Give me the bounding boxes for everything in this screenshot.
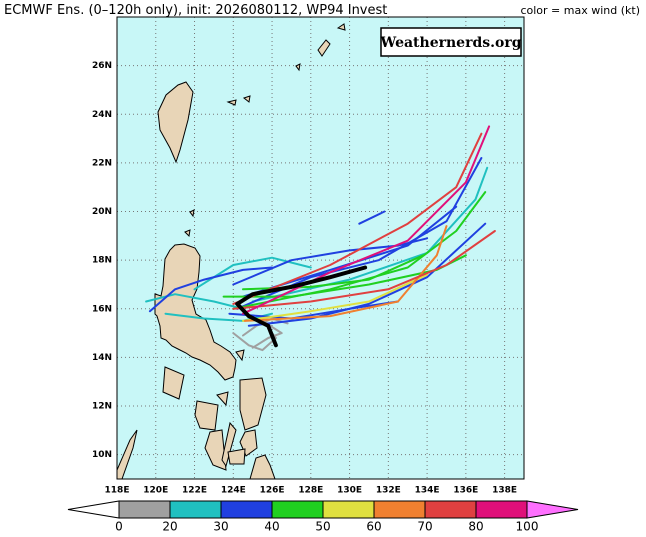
ensemble-track bbox=[164, 312, 273, 322]
catanduanes bbox=[235, 349, 245, 362]
colorbar-label: 60 bbox=[366, 520, 381, 534]
ensemble-track bbox=[148, 266, 273, 313]
colorbar-bin bbox=[373, 500, 426, 519]
ensemble-track bbox=[251, 319, 283, 349]
babuyan bbox=[184, 229, 191, 238]
ryukyu-1 bbox=[226, 99, 237, 106]
panay bbox=[194, 400, 219, 431]
negros bbox=[204, 429, 227, 471]
batanes bbox=[189, 209, 195, 218]
y-tick-label: 24N bbox=[92, 110, 112, 120]
colorbar-label: 50 bbox=[315, 520, 330, 534]
colorbar-label: 0 bbox=[115, 520, 123, 534]
ensemble-track bbox=[228, 300, 399, 320]
ensemble-track bbox=[247, 222, 487, 327]
masbate bbox=[216, 391, 229, 407]
colorbar-label: 80 bbox=[468, 520, 483, 534]
colorbar-bin bbox=[220, 500, 273, 519]
y-tick-label: 20N bbox=[92, 207, 112, 217]
ensemble-track bbox=[243, 225, 448, 322]
bohol bbox=[227, 448, 246, 465]
ryukyu-3 bbox=[295, 63, 301, 72]
luzon bbox=[154, 243, 237, 381]
amami bbox=[336, 23, 346, 31]
colorbar-bin bbox=[424, 500, 477, 519]
land bbox=[117, 23, 346, 479]
x-tick-label: 132E bbox=[376, 486, 401, 496]
watermark: Weathernerds.org bbox=[380, 35, 522, 51]
watermark-box bbox=[380, 27, 522, 57]
colorbar-bin bbox=[169, 500, 222, 519]
y-tick-label: 18N bbox=[92, 256, 112, 266]
ensemble-track bbox=[145, 293, 244, 310]
colorbar-bin bbox=[271, 500, 324, 519]
y-tick-label: 16N bbox=[92, 304, 112, 314]
y-tick-label: 12N bbox=[92, 402, 112, 412]
colorbar-over bbox=[526, 500, 579, 519]
tracks bbox=[145, 125, 496, 352]
y-tick-label: 10N bbox=[92, 450, 112, 460]
ensemble-track bbox=[232, 237, 429, 286]
y-tick-label: 26N bbox=[92, 61, 112, 71]
y-tick-label: 14N bbox=[92, 353, 112, 363]
palawan bbox=[117, 429, 138, 479]
colorbar-label: 30 bbox=[213, 520, 228, 534]
colorbar-label: 70 bbox=[417, 520, 432, 534]
samar bbox=[239, 377, 267, 431]
x-tick-label: 126E bbox=[260, 486, 285, 496]
mean-track bbox=[235, 265, 368, 348]
ensemble-track bbox=[242, 273, 429, 322]
title: ECMWF Ens. (0–120h only), init: 20260801… bbox=[4, 3, 387, 18]
map-frame bbox=[116, 16, 525, 480]
colorbar-label: 100 bbox=[516, 520, 539, 534]
legend-note: color = max wind (kt) bbox=[520, 4, 640, 17]
cebu bbox=[221, 421, 237, 468]
ensemble-track bbox=[232, 132, 483, 305]
colorbar-label: 40 bbox=[264, 520, 279, 534]
x-tick-label: 130E bbox=[337, 486, 362, 496]
x-tick-label: 124E bbox=[221, 486, 246, 496]
x-tick-label: 136E bbox=[453, 486, 478, 496]
colorbar-bin bbox=[118, 500, 171, 519]
okinawa bbox=[317, 39, 331, 57]
x-tick-label: 134E bbox=[415, 486, 440, 496]
x-tick-label: 138E bbox=[492, 486, 517, 496]
ryukyu-2 bbox=[242, 95, 251, 103]
x-tick-label: 122E bbox=[182, 486, 207, 496]
colorbar-label: 20 bbox=[162, 520, 177, 534]
colorbar-bin bbox=[475, 500, 528, 519]
y-tick-label: 22N bbox=[92, 158, 112, 168]
x-tick-label: 118E bbox=[105, 486, 130, 496]
x-tick-label: 128E bbox=[298, 486, 323, 496]
colorbar: 0 20 30 40 50 60 70 80 100 bbox=[67, 500, 579, 534]
ensemble-track bbox=[232, 230, 496, 310]
taiwan bbox=[157, 81, 194, 164]
ensemble-track bbox=[358, 210, 386, 225]
mindanao bbox=[249, 454, 276, 479]
mindoro bbox=[162, 366, 185, 400]
x-tick-label: 120E bbox=[143, 486, 168, 496]
colorbar-under bbox=[67, 500, 120, 519]
colorbar-bin bbox=[322, 500, 375, 519]
